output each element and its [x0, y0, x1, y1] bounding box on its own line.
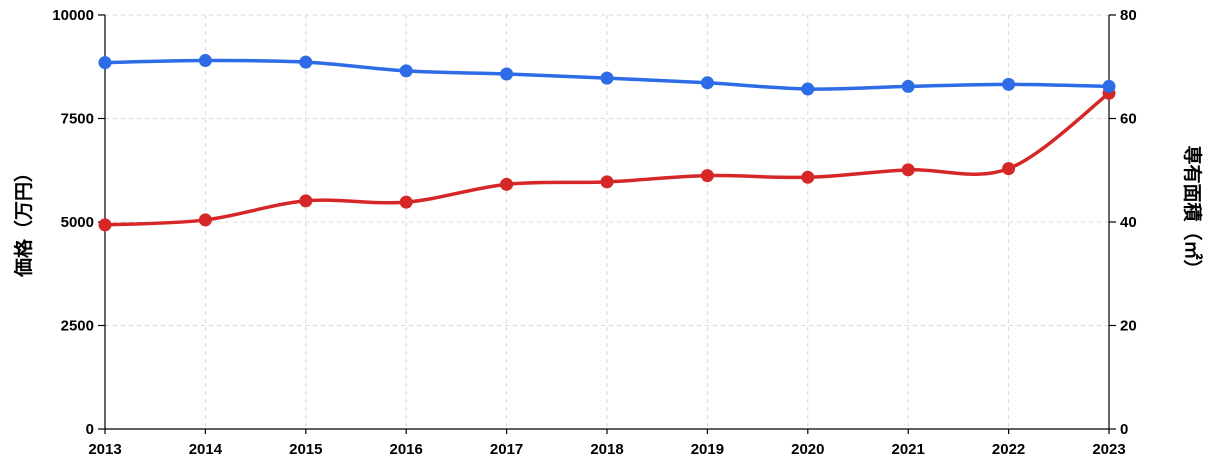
data-point-area — [399, 64, 413, 78]
x-tick-label: 2017 — [490, 441, 523, 458]
data-point-area — [901, 79, 915, 93]
x-tick-label: 2019 — [691, 441, 724, 458]
data-point-area — [299, 55, 313, 69]
data-point-price — [600, 175, 614, 189]
y-right-tick-label: 20 — [1120, 318, 1137, 335]
series-layer — [98, 54, 1116, 232]
y-left-tick-label: 0 — [86, 421, 94, 438]
x-tick-label: 2016 — [390, 441, 423, 458]
y-left-tick-label: 5000 — [61, 214, 94, 231]
y-left-tick-label: 2500 — [61, 318, 94, 335]
data-point-area — [1102, 79, 1116, 93]
data-point-price — [500, 177, 514, 191]
y-right-tick-label: 80 — [1120, 7, 1137, 24]
data-point-price — [399, 195, 413, 209]
y-axis-right-title: 専有面積（㎡） — [1181, 145, 1204, 278]
x-tick-label: 2013 — [88, 441, 121, 458]
data-point-area — [801, 82, 815, 96]
x-tick-label: 2020 — [791, 441, 824, 458]
data-point-price — [801, 170, 815, 184]
x-tick-label: 2018 — [590, 441, 623, 458]
data-point-price — [1002, 162, 1016, 176]
y-right-tick-label: 60 — [1120, 111, 1137, 128]
x-tick-label: 2023 — [1092, 441, 1125, 458]
data-point-price — [198, 213, 212, 227]
x-tick-label: 2014 — [189, 441, 223, 458]
x-tick-label: 2021 — [892, 441, 925, 458]
y-right-tick-label: 0 — [1120, 421, 1128, 438]
x-tick-label: 2022 — [992, 441, 1025, 458]
data-point-price — [98, 218, 112, 232]
data-point-area — [1002, 77, 1016, 91]
data-point-area — [98, 56, 112, 70]
y-right-tick-label: 40 — [1120, 214, 1137, 231]
data-point-area — [198, 54, 212, 68]
data-point-price — [700, 169, 714, 183]
data-point-price — [299, 194, 313, 208]
y-axis-left-title: 価格（万円） — [12, 163, 35, 278]
axis-layer: 0 0 2500 20 5000 40 7500 60 10000 80 2013 2014 2015 2… — [52, 7, 1136, 458]
x-tick-label: 2015 — [289, 441, 322, 458]
y-left-tick-label: 7500 — [61, 111, 94, 128]
data-point-area — [700, 76, 714, 90]
y-left-tick-label: 10000 — [52, 7, 94, 24]
data-point-area — [500, 67, 514, 81]
data-point-price — [901, 163, 915, 177]
data-point-area — [600, 71, 614, 85]
